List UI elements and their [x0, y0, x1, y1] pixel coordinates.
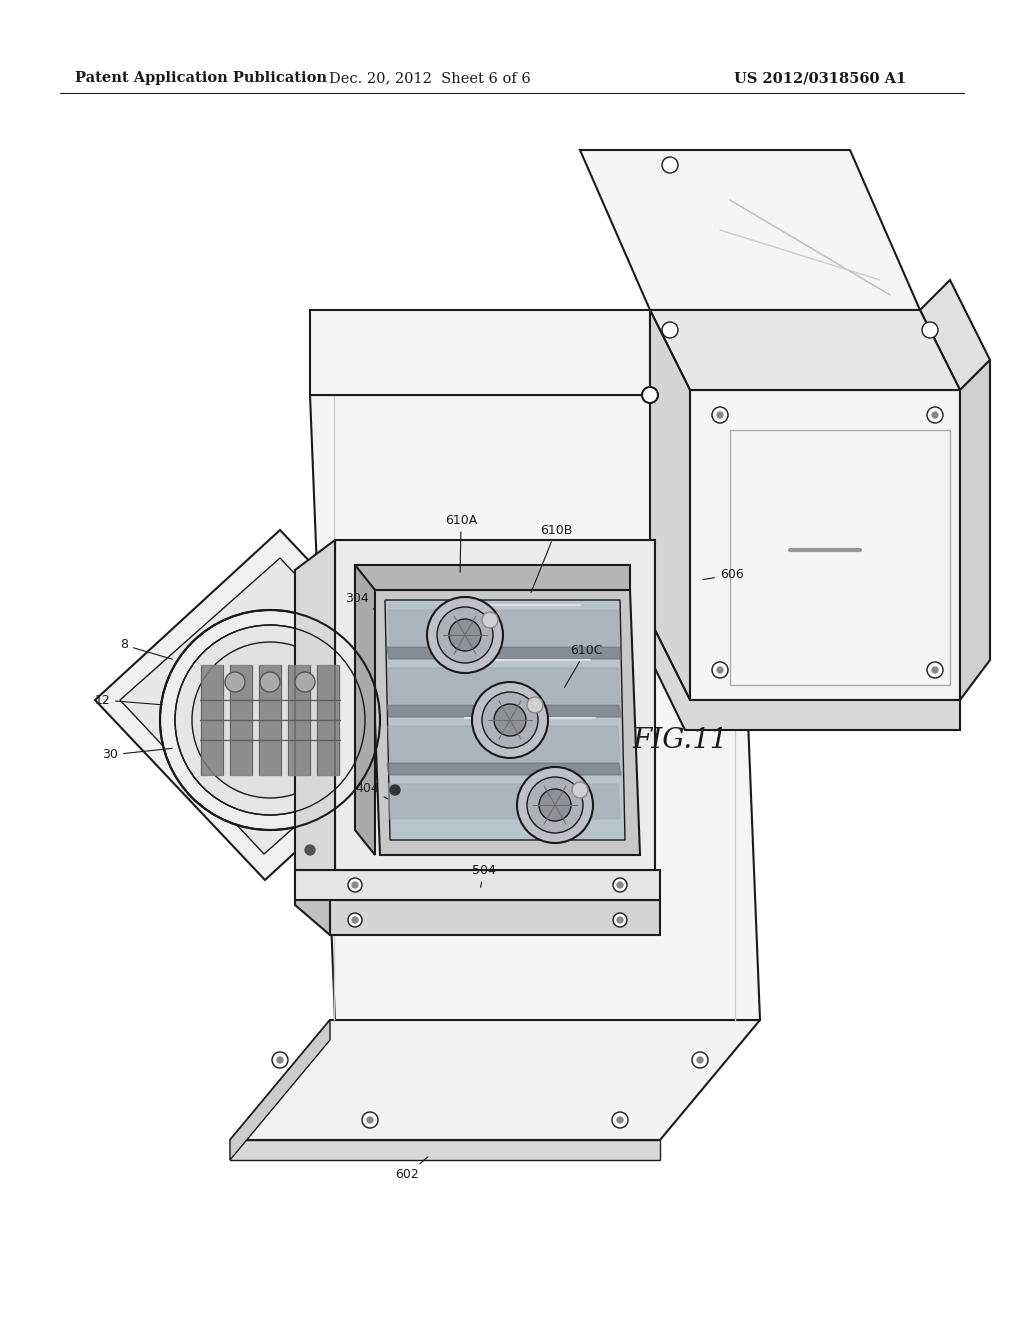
- Circle shape: [352, 917, 358, 923]
- Text: FIG.11: FIG.11: [632, 726, 728, 754]
- Polygon shape: [690, 389, 961, 700]
- Polygon shape: [387, 647, 621, 659]
- Circle shape: [362, 1111, 378, 1129]
- Text: Dec. 20, 2012  Sheet 6 of 6: Dec. 20, 2012 Sheet 6 of 6: [329, 71, 530, 84]
- Circle shape: [697, 1057, 703, 1063]
- Circle shape: [617, 917, 623, 923]
- Text: 504: 504: [472, 863, 496, 887]
- Circle shape: [922, 322, 938, 338]
- Polygon shape: [295, 870, 330, 935]
- Circle shape: [482, 692, 538, 748]
- Polygon shape: [230, 1140, 660, 1160]
- Circle shape: [927, 663, 943, 678]
- Circle shape: [617, 882, 623, 888]
- Circle shape: [260, 672, 280, 692]
- Circle shape: [613, 913, 627, 927]
- Polygon shape: [330, 900, 660, 935]
- Polygon shape: [295, 540, 335, 870]
- Circle shape: [272, 1052, 288, 1068]
- Polygon shape: [295, 870, 660, 900]
- Text: US 2012/0318560 A1: US 2012/0318560 A1: [734, 71, 906, 84]
- Polygon shape: [95, 531, 450, 880]
- Circle shape: [932, 412, 938, 418]
- Text: 404: 404: [355, 781, 387, 799]
- Polygon shape: [230, 1020, 760, 1140]
- Circle shape: [612, 1111, 628, 1129]
- Text: 610A: 610A: [445, 513, 477, 573]
- Polygon shape: [388, 726, 620, 762]
- Polygon shape: [388, 668, 620, 704]
- Text: 8: 8: [120, 639, 172, 659]
- Polygon shape: [317, 665, 339, 775]
- Circle shape: [305, 845, 315, 855]
- Circle shape: [225, 672, 245, 692]
- Circle shape: [613, 878, 627, 892]
- Polygon shape: [310, 395, 760, 1020]
- Polygon shape: [650, 310, 961, 389]
- Circle shape: [427, 597, 503, 673]
- Polygon shape: [961, 360, 990, 700]
- Circle shape: [927, 407, 943, 422]
- Circle shape: [175, 624, 365, 814]
- Circle shape: [437, 607, 493, 663]
- Circle shape: [160, 610, 380, 830]
- Circle shape: [494, 704, 526, 737]
- Polygon shape: [387, 705, 621, 717]
- Circle shape: [539, 789, 571, 821]
- Circle shape: [367, 1117, 373, 1123]
- Text: 12: 12: [94, 693, 162, 706]
- Circle shape: [193, 642, 348, 799]
- Circle shape: [717, 667, 723, 673]
- Text: 30: 30: [102, 748, 172, 762]
- Polygon shape: [355, 565, 630, 590]
- Circle shape: [527, 777, 583, 833]
- Polygon shape: [230, 665, 252, 775]
- Polygon shape: [310, 310, 650, 395]
- Circle shape: [572, 781, 588, 799]
- Circle shape: [295, 672, 315, 692]
- Polygon shape: [201, 665, 223, 775]
- Circle shape: [662, 157, 678, 173]
- Circle shape: [449, 619, 481, 651]
- Circle shape: [278, 1057, 283, 1063]
- Circle shape: [517, 767, 593, 843]
- Circle shape: [692, 1052, 708, 1068]
- Polygon shape: [645, 620, 961, 730]
- Polygon shape: [650, 310, 690, 700]
- Polygon shape: [387, 763, 621, 775]
- Polygon shape: [580, 150, 920, 310]
- Circle shape: [390, 785, 400, 795]
- Circle shape: [348, 878, 362, 892]
- Circle shape: [527, 697, 543, 713]
- Circle shape: [662, 322, 678, 338]
- Circle shape: [932, 667, 938, 673]
- Polygon shape: [310, 370, 760, 395]
- Text: 304: 304: [345, 591, 375, 610]
- Circle shape: [482, 612, 498, 628]
- Text: 602: 602: [395, 1156, 428, 1181]
- Circle shape: [642, 387, 658, 403]
- Polygon shape: [259, 665, 281, 775]
- Circle shape: [352, 882, 358, 888]
- Text: 610B: 610B: [531, 524, 572, 593]
- Polygon shape: [388, 784, 620, 818]
- Polygon shape: [335, 540, 655, 870]
- Polygon shape: [385, 601, 625, 840]
- Text: 610C: 610C: [564, 644, 602, 688]
- Text: Patent Application Publication: Patent Application Publication: [75, 71, 327, 84]
- Circle shape: [472, 682, 548, 758]
- Polygon shape: [288, 665, 310, 775]
- Polygon shape: [230, 1020, 330, 1160]
- Polygon shape: [388, 610, 620, 645]
- Circle shape: [712, 663, 728, 678]
- Circle shape: [712, 407, 728, 422]
- Polygon shape: [120, 558, 424, 854]
- Text: 606: 606: [702, 569, 743, 582]
- Polygon shape: [920, 280, 990, 389]
- Circle shape: [717, 412, 723, 418]
- Polygon shape: [355, 565, 375, 855]
- Polygon shape: [370, 590, 640, 855]
- Circle shape: [348, 913, 362, 927]
- Circle shape: [617, 1117, 623, 1123]
